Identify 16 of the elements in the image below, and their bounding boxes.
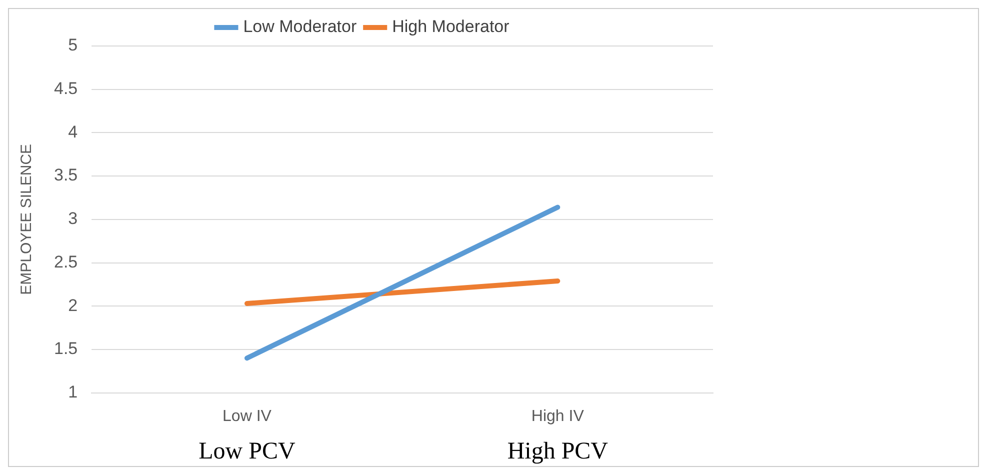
text: Low PCV	[198, 438, 296, 464]
y-tick-label: 2	[68, 296, 78, 315]
y-tick-label: 3.5	[54, 166, 78, 185]
y-tick-label: 4	[68, 122, 78, 142]
legend-label: High Moderator	[392, 17, 510, 36]
y-axis-title: EMPLOYEE SILENCE	[18, 144, 36, 295]
text: High PCV	[507, 438, 609, 464]
y-tick-label: 1	[68, 382, 78, 402]
x-tick-label: High IV	[531, 408, 584, 425]
y-tick-label: 5	[68, 36, 78, 55]
y-tick-label: 1.5	[54, 339, 78, 358]
y-tick-label: 4.5	[54, 79, 78, 98]
legend-label: Low Moderator	[243, 17, 357, 36]
x-tick-label: Low IV	[222, 408, 272, 425]
y-tick-label: 2.5	[54, 252, 78, 272]
y-tick-label: 3	[68, 209, 78, 228]
